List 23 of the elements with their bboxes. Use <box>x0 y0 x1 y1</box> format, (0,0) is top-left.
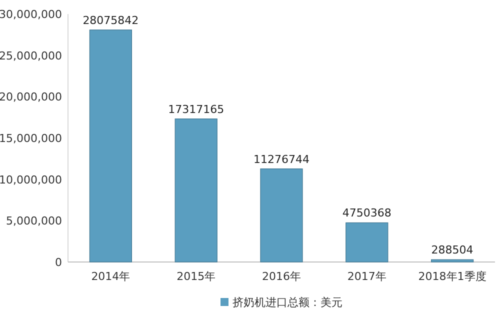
bar <box>260 168 303 262</box>
y-tick-label: 5,000,000 <box>6 214 62 228</box>
y-tick-label: 15,000,000 <box>0 132 62 145</box>
bar <box>346 222 388 262</box>
legend-label: 挤奶机进口总额：美元 <box>232 296 342 309</box>
y-tick-label: 30,000,000 <box>0 8 62 21</box>
data-label: 288504 <box>431 244 474 257</box>
bar <box>431 259 474 262</box>
x-tick-label: 2015年 <box>176 270 216 283</box>
x-tick-label: 2016年 <box>262 270 301 283</box>
y-tick-label: 25,000,000 <box>0 49 62 62</box>
y-tick-label: 10,000,000 <box>0 173 62 186</box>
x-tick-label: 2018年1季度 <box>418 270 486 283</box>
bar <box>89 30 132 262</box>
x-tick-label: 2017年 <box>347 270 386 283</box>
data-label: 11276744 <box>254 152 310 166</box>
y-tick-label: 0 <box>55 256 62 269</box>
data-label: 17317165 <box>168 102 224 116</box>
bar <box>174 118 218 262</box>
x-tick-label: 2014年 <box>91 270 130 283</box>
data-label: 28075842 <box>82 14 139 27</box>
y-tick-label: 20,000,000 <box>0 90 62 104</box>
data-label: 4750368 <box>342 206 392 220</box>
